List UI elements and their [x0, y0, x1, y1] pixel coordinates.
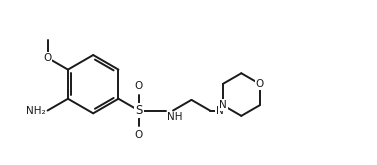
Text: O: O [256, 79, 264, 89]
Text: NH: NH [167, 112, 183, 122]
Text: O: O [135, 82, 143, 91]
Text: O: O [135, 130, 143, 140]
Text: NH₂: NH₂ [26, 106, 45, 116]
Text: S: S [135, 104, 143, 117]
Text: N: N [219, 100, 227, 110]
Text: N: N [216, 106, 224, 116]
Text: O: O [43, 53, 52, 63]
